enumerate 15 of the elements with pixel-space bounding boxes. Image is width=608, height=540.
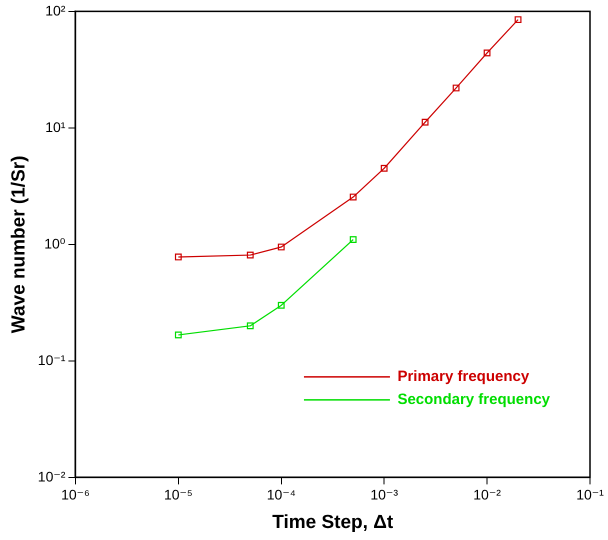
x-tick-label: 10⁻³ — [370, 486, 398, 503]
y-axis-title: Wave number (1/Sr) — [8, 156, 30, 334]
x-tick-label: 10⁻⁴ — [266, 486, 296, 503]
y-tick-label: 10⁰ — [44, 235, 66, 252]
text: Secondary frequency — [397, 391, 551, 408]
y-tick-label: 10⁻² — [38, 468, 66, 484]
text: Primary frequency — [397, 368, 530, 386]
x-tick-label: 10⁻² — [473, 486, 502, 503]
y-tick-label: 10² — [45, 2, 66, 18]
x-tick-label: 10⁻⁵ — [164, 486, 193, 503]
y-tick-label: 10⁻¹ — [38, 352, 66, 368]
y-tick-label: 10¹ — [45, 118, 66, 135]
x-tick-label: 10⁻⁶ — [61, 486, 90, 503]
x-tick-label: 10⁻¹ — [576, 486, 604, 503]
x-axis-title: Time Step, Δt — [272, 512, 394, 533]
